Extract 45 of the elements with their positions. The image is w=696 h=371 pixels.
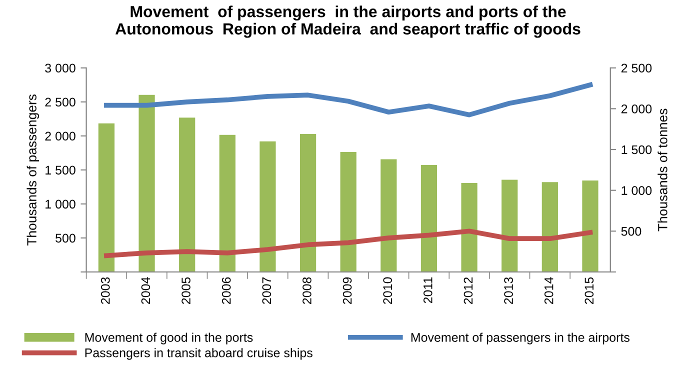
bar xyxy=(260,141,276,272)
x-tick-label: 2003 xyxy=(100,277,110,304)
y-tick-label: 3 000 xyxy=(45,64,76,73)
line-series xyxy=(104,228,593,258)
bar xyxy=(219,134,236,272)
x-tick-label: 2015 xyxy=(584,277,594,304)
bar xyxy=(179,118,196,272)
bar xyxy=(502,180,518,272)
legend-label: Passengers in transit aboard cruise ships xyxy=(85,348,312,360)
legend-label: Movement of good in the ports xyxy=(85,332,253,344)
bar xyxy=(420,165,438,272)
bar xyxy=(300,134,316,272)
x-tick-label: 2010 xyxy=(383,277,392,304)
bar xyxy=(340,152,356,272)
y2-tick-label: 1 500 xyxy=(622,145,652,154)
x-tick-label: 2013 xyxy=(504,277,513,304)
y-tick-label: 500 xyxy=(56,234,76,243)
y-tick-label: 1 500 xyxy=(46,166,76,175)
y2-tick-label: 2 000 xyxy=(621,104,652,114)
x-tick-label: 2012 xyxy=(464,277,473,304)
x-tick-label: 2005 xyxy=(182,277,190,304)
x-tick-label: 2006 xyxy=(222,277,231,304)
bar xyxy=(98,123,115,272)
legend-label: Movement of passengers in the airports xyxy=(411,332,630,344)
bar xyxy=(380,159,397,272)
line-series xyxy=(104,82,593,118)
y2-tick-label: 2 500 xyxy=(621,64,652,73)
bar xyxy=(138,94,155,272)
y-tick-label: 1 000 xyxy=(46,200,76,209)
chart-title: Movement of passengers in the airports and ports of the Autonomous Region of Madeira and seaport traffic of goods xyxy=(115,6,580,38)
y-tick-label: 2 000 xyxy=(45,132,76,141)
bar xyxy=(582,180,598,272)
y2-axis-title: Thousands of tonnes xyxy=(658,108,668,232)
y-axis-title: Thousands of passengers xyxy=(26,94,40,246)
x-tick-label: 2011 xyxy=(423,277,432,304)
bar xyxy=(461,182,478,272)
y2-tick-label: 1 000 xyxy=(622,186,652,195)
x-tick-label: 2007 xyxy=(262,277,272,304)
y2-tick-label: 500 xyxy=(621,226,642,236)
x-tick-label: 2004 xyxy=(141,277,150,304)
x-tick-label: 2014 xyxy=(544,277,554,304)
x-tick-label: 2008 xyxy=(302,277,312,304)
x-tick-label: 2009 xyxy=(342,277,352,304)
y-tick-label: 2 500 xyxy=(45,98,76,107)
bar xyxy=(542,182,558,272)
